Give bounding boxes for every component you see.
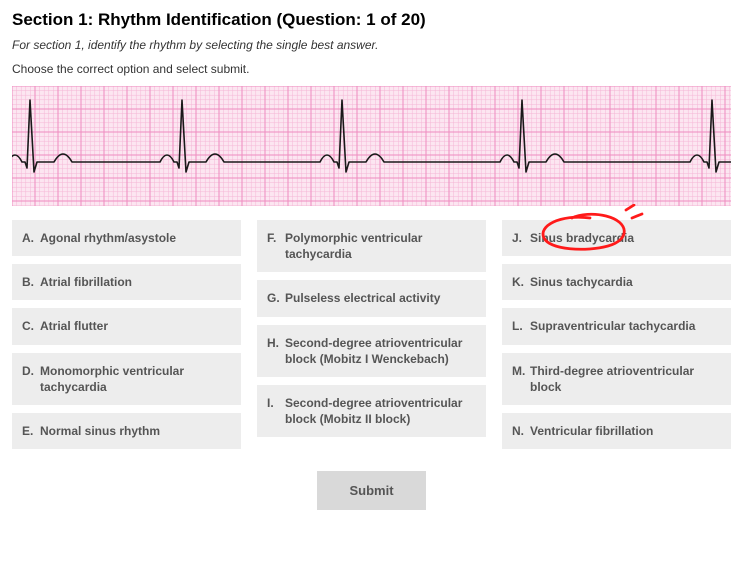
- answer-option[interactable]: D.Monomorphic ventricular tachycardia: [12, 353, 241, 405]
- option-letter: B.: [22, 274, 40, 290]
- option-letter: G.: [267, 290, 285, 306]
- option-label: Sinus tachycardia: [530, 274, 721, 290]
- option-label: Second-degree atrioventricular block (Mo…: [285, 395, 476, 427]
- answer-option[interactable]: A.Agonal rhythm/asystole: [12, 220, 241, 256]
- answer-option[interactable]: J.Sinus bradycardia: [502, 220, 731, 256]
- answer-option[interactable]: L.Supraventricular tachycardia: [502, 308, 731, 344]
- option-label: Atrial flutter: [40, 318, 231, 334]
- section-title: Section 1: Rhythm Identification (Questi…: [12, 10, 731, 30]
- answer-option[interactable]: G.Pulseless electrical activity: [257, 280, 486, 316]
- instruction-text: For section 1, identify the rhythm by se…: [12, 38, 731, 52]
- answer-option[interactable]: E.Normal sinus rhythm: [12, 413, 241, 449]
- ecg-strip: [12, 86, 731, 206]
- option-letter: H.: [267, 335, 285, 367]
- choose-text: Choose the correct option and select sub…: [12, 62, 731, 76]
- option-label: Atrial fibrillation: [40, 274, 231, 290]
- answer-option[interactable]: H.Second-degree atrioventricular block (…: [257, 325, 486, 377]
- option-label: Sinus bradycardia: [530, 230, 721, 246]
- option-letter: E.: [22, 423, 40, 439]
- option-letter: L.: [512, 318, 530, 334]
- option-label: Ventricular fibrillation: [530, 423, 721, 439]
- answer-option[interactable]: F.Polymorphic ventricular tachycardia: [257, 220, 486, 272]
- option-label: Monomorphic ventricular tachycardia: [40, 363, 231, 395]
- option-label: Pulseless electrical activity: [285, 290, 476, 306]
- option-letter: F.: [267, 230, 285, 262]
- option-letter: C.: [22, 318, 40, 334]
- option-label: Second-degree atrioventricular block (Mo…: [285, 335, 476, 367]
- ecg-svg: [12, 86, 731, 206]
- option-label: Polymorphic ventricular tachycardia: [285, 230, 476, 262]
- answer-option[interactable]: B.Atrial fibrillation: [12, 264, 241, 300]
- option-letter: J.: [512, 230, 530, 246]
- answer-option[interactable]: C.Atrial flutter: [12, 308, 241, 344]
- option-label: Supraventricular tachycardia: [530, 318, 721, 334]
- option-letter: I.: [267, 395, 285, 427]
- option-letter: M.: [512, 363, 530, 395]
- answer-option[interactable]: M.Third-degree atrioventricular block: [502, 353, 731, 405]
- option-column: F.Polymorphic ventricular tachycardiaG.P…: [257, 220, 486, 449]
- answer-option[interactable]: N.Ventricular fibrillation: [502, 413, 731, 449]
- option-column: A.Agonal rhythm/asystole B.Atrial fibrill…: [12, 220, 241, 449]
- option-label: Agonal rhythm/asystole: [40, 230, 231, 246]
- option-letter: N.: [512, 423, 530, 439]
- option-label: Third-degree atrioventricular block: [530, 363, 721, 395]
- answer-option[interactable]: K.Sinus tachycardia: [502, 264, 731, 300]
- option-letter: K.: [512, 274, 530, 290]
- answer-option[interactable]: I.Second-degree atrioventricular block (…: [257, 385, 486, 437]
- option-label: Normal sinus rhythm: [40, 423, 231, 439]
- option-letter: D.: [22, 363, 40, 395]
- option-letter: A.: [22, 230, 40, 246]
- option-column: J.Sinus bradycardia K.Sinus tachycardia L.…: [502, 220, 731, 449]
- options-grid: A.Agonal rhythm/asystole B.Atrial fibrill…: [12, 220, 731, 449]
- submit-button[interactable]: Submit: [317, 471, 425, 510]
